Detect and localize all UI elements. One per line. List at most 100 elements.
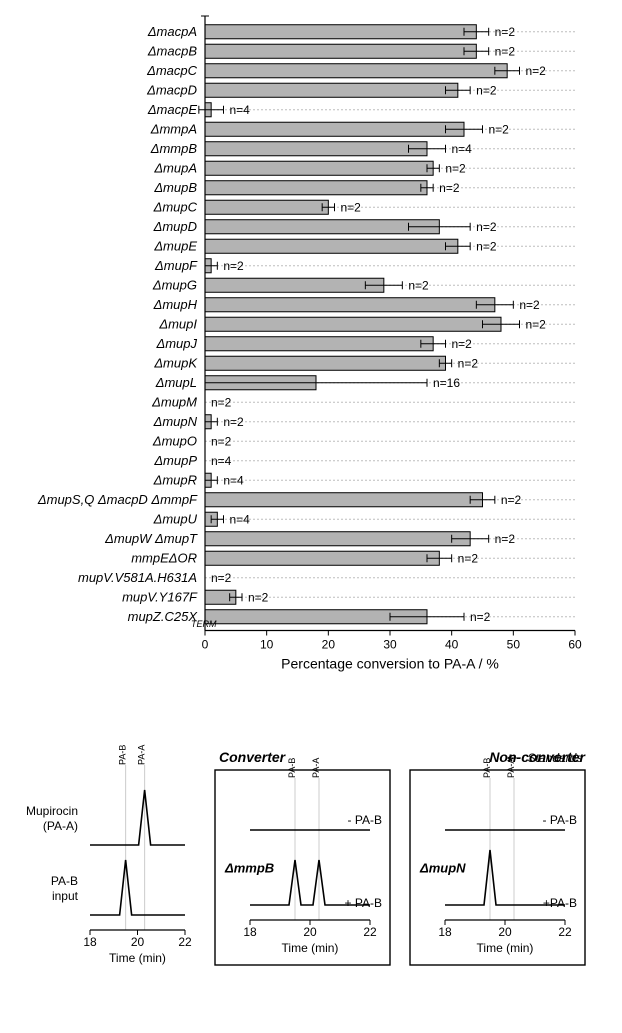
- bar: [205, 83, 458, 97]
- bar: [205, 356, 446, 370]
- n-label: n=2: [248, 590, 269, 604]
- time-tick: 22: [363, 925, 377, 939]
- peak-label-paa: PA-A: [311, 758, 321, 778]
- x-axis-label: Percentage conversion to PA-A / %: [281, 656, 499, 672]
- n-label: n=2: [408, 278, 429, 292]
- peak-label-pab: PA-B: [287, 758, 297, 778]
- category-label: ΔmupS,Q ΔmacpD ΔmmpF: [37, 492, 198, 507]
- bottom-tag: + PA-B: [345, 896, 382, 910]
- peak-label-paa: PA-A: [137, 745, 147, 765]
- x-tick: 10: [260, 638, 274, 652]
- n-label: n=2: [211, 395, 232, 409]
- n-label: n=4: [230, 103, 251, 117]
- bar: [205, 161, 433, 175]
- n-label: n=2: [489, 122, 510, 136]
- category-label: ΔmupG: [152, 277, 197, 292]
- bar-chart: n=2 ΔmacpA n=2 ΔmacpB n=2 ΔmacpC n=2 ΔmacpD n=4 Δ…: [37, 16, 582, 672]
- n-label: n=2: [458, 356, 479, 370]
- n-label: n=2: [452, 337, 473, 351]
- chrom-panel: ConverterPA-BPA-A182022Time (min)- PA-BΔ…: [215, 749, 390, 965]
- figure-svg: n=2 ΔmacpA n=2 ΔmacpB n=2 ΔmacpC n=2 ΔmacpD n=4 Δ…: [0, 0, 622, 1033]
- category-label: mupV.V581A.H631A: [78, 570, 197, 585]
- bar: [205, 220, 439, 234]
- category-label: ΔmmpA: [150, 121, 197, 136]
- mupirocin-sub: (PA-A): [43, 819, 78, 833]
- category-label: ΔmupU: [153, 511, 198, 526]
- x-tick: 0: [202, 638, 209, 652]
- x-tick: 30: [383, 638, 397, 652]
- n-label: n=16: [433, 376, 460, 390]
- category-label: mmpEΔOR: [131, 550, 197, 565]
- n-label: n=2: [341, 200, 362, 214]
- bar: [205, 44, 476, 58]
- panel-gene: ΔmupN: [419, 861, 466, 876]
- top-tag: - PA-B: [348, 813, 382, 827]
- time-tick: 22: [558, 925, 572, 939]
- bar: [205, 64, 507, 78]
- top-tag: - PA-B: [543, 813, 577, 827]
- category-label: ΔmmpB: [150, 141, 198, 156]
- n-label: n=2: [495, 532, 516, 546]
- bar: [205, 317, 501, 331]
- chromatogram-trace: [90, 860, 185, 915]
- bar: [205, 200, 328, 214]
- bar: [205, 181, 427, 195]
- n-label: n=2: [439, 181, 460, 195]
- category-label: ΔmupC: [153, 199, 198, 214]
- n-label: n=2: [501, 493, 522, 507]
- input-label: input: [52, 889, 79, 903]
- category-label: ΔmacpB: [147, 43, 198, 58]
- category-label: ΔmupM: [151, 394, 197, 409]
- x-tick: 20: [322, 638, 336, 652]
- category-label: ΔmacpE: [147, 102, 198, 117]
- standards-text: Standards: [528, 751, 583, 765]
- category-label: ΔmupB: [153, 180, 197, 195]
- bar: [205, 298, 495, 312]
- time-axis-label: Time (min): [282, 941, 339, 955]
- n-label: n=2: [211, 434, 232, 448]
- category-label: ΔmupW ΔmupT: [104, 531, 198, 546]
- peak-label-pab: PA-B: [118, 745, 128, 765]
- bar: [205, 239, 458, 253]
- category-label: ΔmupH: [153, 297, 198, 312]
- category-label: ΔmupE: [153, 238, 197, 253]
- category-label: ΔmupL: [155, 375, 197, 390]
- category-label: ΔmacpA: [147, 24, 197, 39]
- n-label: n=2: [445, 161, 466, 175]
- time-tick: 20: [131, 935, 145, 949]
- category-label: ΔmupR: [153, 472, 197, 487]
- standards-panel: PA-BPA-A182022Time (min)Mupirocin(PA-A)P…: [26, 745, 192, 965]
- time-tick: 22: [178, 935, 192, 949]
- category-label: ΔmupN: [153, 414, 198, 429]
- time-axis-label: Time (min): [109, 951, 166, 965]
- n-label: n=2: [495, 44, 516, 58]
- n-label: n=4: [452, 142, 473, 156]
- time-tick: 20: [498, 925, 512, 939]
- x-tick: 40: [445, 638, 459, 652]
- bar: [205, 337, 433, 351]
- time-tick: 18: [438, 925, 452, 939]
- category-label: ΔmupP: [153, 453, 197, 468]
- x-tick: 50: [507, 638, 521, 652]
- n-label: n=4: [211, 454, 232, 468]
- bar: [205, 551, 439, 565]
- n-label: n=2: [495, 25, 516, 39]
- category-label: ΔmacpD: [146, 82, 197, 97]
- time-tick: 18: [83, 935, 97, 949]
- panel-title: Converter: [219, 749, 287, 765]
- chromatogram-trace: [90, 790, 185, 845]
- n-label: n=2: [470, 610, 491, 624]
- time-tick: 18: [243, 925, 257, 939]
- category-label: mupV.Y167F: [122, 589, 198, 604]
- category-label: ΔmupF: [154, 258, 198, 273]
- n-label: n=4: [230, 512, 251, 526]
- category-label: ΔmupI: [158, 316, 197, 331]
- category-label: ΔmupK: [153, 355, 198, 370]
- bar: [205, 493, 483, 507]
- category-label: ΔmacpC: [146, 63, 198, 78]
- bottom-tag: +PA-B: [543, 896, 577, 910]
- chrom-panel: Non-converterPA-BPA-A182022Time (min)- P…: [410, 749, 587, 965]
- category-sub: TERM: [191, 619, 217, 629]
- n-label: n=2: [458, 551, 479, 565]
- bar: [205, 142, 427, 156]
